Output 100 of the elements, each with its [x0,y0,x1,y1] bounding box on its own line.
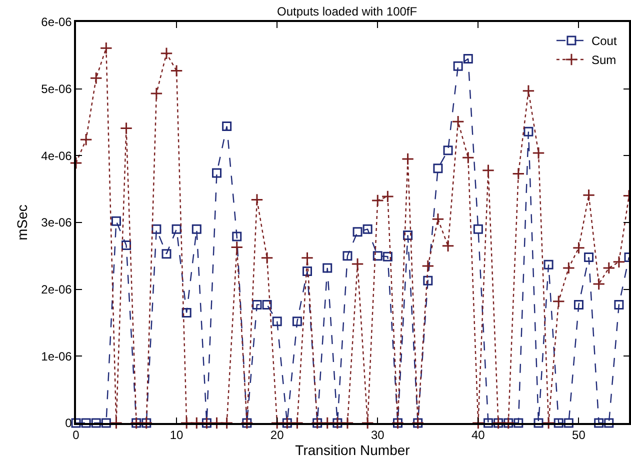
point [604,418,614,428]
point [321,416,334,430]
point [272,316,282,326]
point [544,260,554,270]
point [70,156,82,170]
point [423,276,433,286]
point [192,224,202,234]
point [341,416,354,430]
point [594,418,604,428]
point [612,256,626,268]
point [562,262,576,274]
point [100,42,113,54]
chart-title: Outputs loaded with 100fF [277,4,418,18]
point [172,224,182,234]
point [222,122,232,132]
point [462,151,474,164]
point [542,416,555,430]
point [160,47,173,60]
point [452,115,464,128]
point [512,167,525,180]
point [270,416,284,430]
point [81,418,91,428]
point [152,224,162,234]
point [532,146,545,160]
y-tick-label: 5e-06 [41,82,72,96]
point [522,84,535,98]
point [122,240,132,250]
x-tick-label: 30 [370,428,385,442]
point [614,300,624,310]
x-tick-label: 50 [572,428,586,442]
point [230,240,244,254]
point [592,278,606,290]
y-tick-label: 2e-06 [41,282,72,297]
point [232,232,242,242]
point [190,416,203,430]
point [584,252,594,262]
point [482,164,495,177]
point [372,251,382,261]
point [212,168,222,178]
point [302,266,312,276]
point [362,224,372,234]
y-tick-label: 3e-06 [41,216,72,230]
point [322,263,332,273]
point [110,416,123,430]
legend-label: Sum [591,53,616,68]
y-tick-label: 0 [65,416,72,430]
point [554,418,564,428]
point [403,230,413,240]
point [552,295,565,308]
y-tick-label: 6e-06 [41,15,72,30]
point [90,72,102,84]
point [361,416,374,430]
point [473,224,483,234]
point [483,418,493,428]
point [120,122,133,135]
point [262,300,272,310]
point [381,190,394,203]
point [260,252,274,264]
point [514,418,524,428]
point [463,54,473,64]
point [220,416,234,430]
point [524,126,534,136]
point [572,242,586,254]
point [433,164,443,174]
point [534,418,544,428]
y-tick-label: 1e-06 [41,349,72,364]
point [432,212,444,226]
legend-label: Cout [591,34,618,48]
point [342,251,352,261]
point [371,194,384,207]
point [71,418,81,428]
point [422,260,434,272]
point [401,152,414,166]
x-tick-label: 40 [472,428,486,442]
point [101,418,111,428]
x-tick-label: 10 [170,428,184,442]
point [182,308,192,318]
point [300,252,314,264]
point [292,316,302,326]
point [382,252,392,262]
point [352,227,362,237]
x-tick-label: 20 [270,428,284,442]
x-axis-title: Transition Number [295,442,410,458]
point [180,416,193,430]
point [162,249,172,259]
point [170,64,183,78]
point [443,146,453,156]
point [564,418,574,428]
point [582,188,596,202]
point [453,61,463,71]
y-axis-title: mSec [14,204,30,240]
point [351,258,364,270]
point [91,418,101,428]
point [250,193,264,206]
point [602,262,616,274]
point [290,416,304,430]
point [252,300,262,310]
point [574,300,584,310]
point [150,87,163,100]
point [80,133,92,146]
